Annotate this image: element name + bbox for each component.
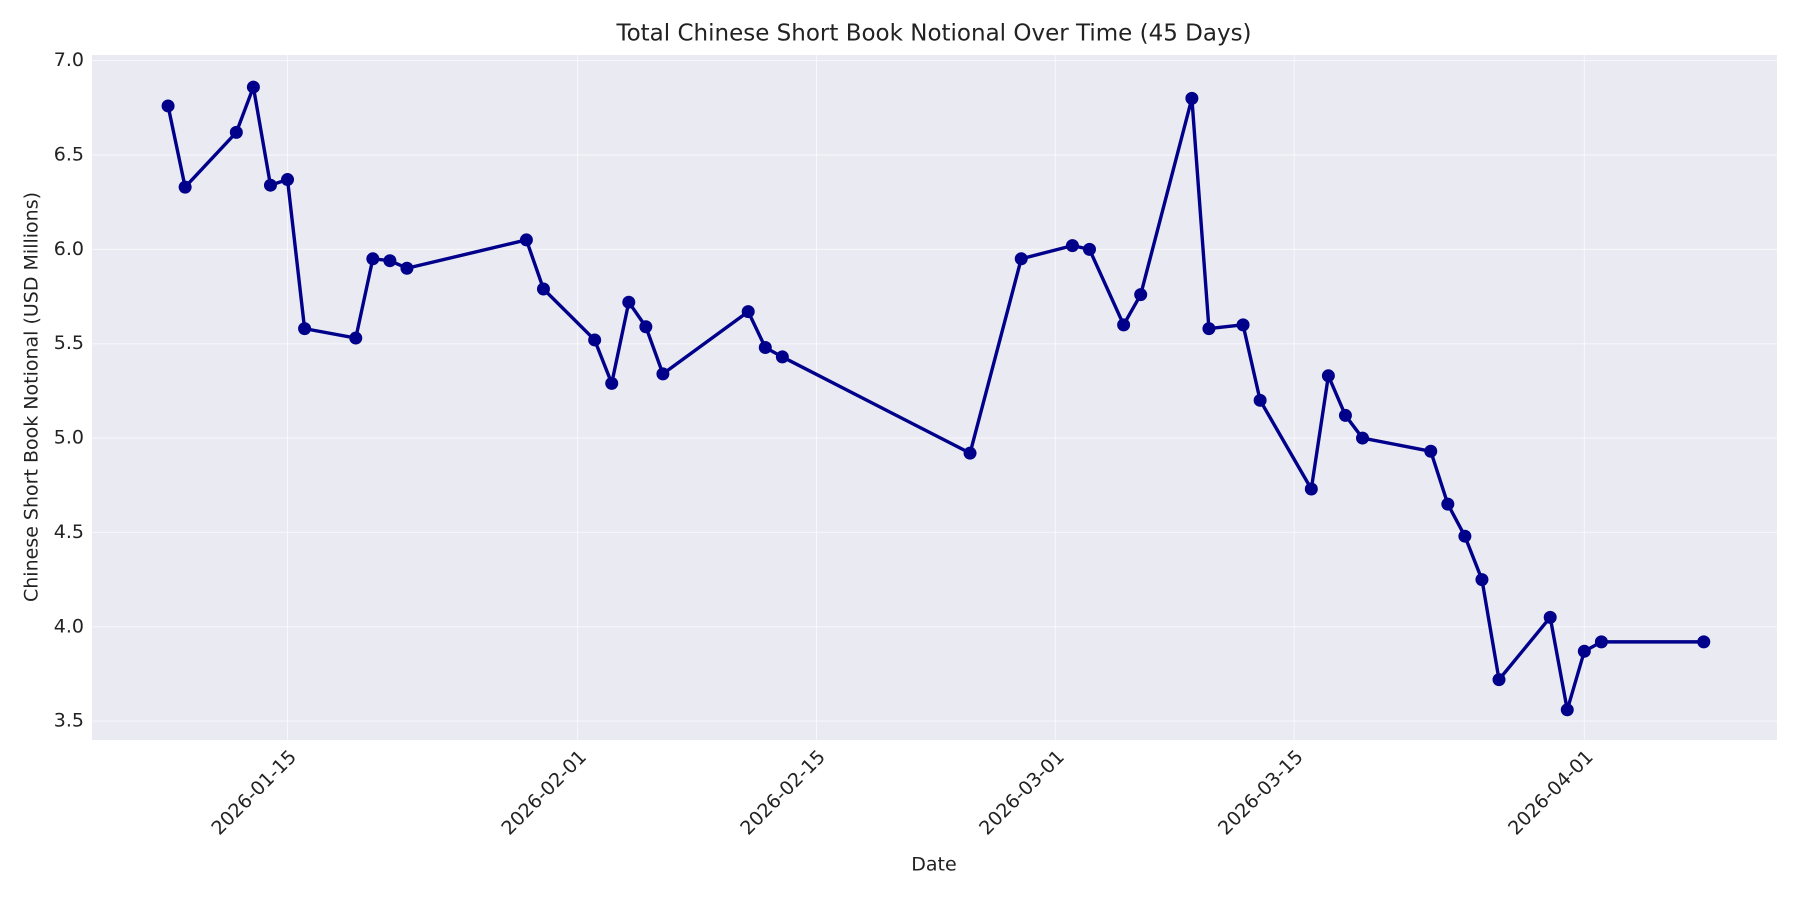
point xyxy=(758,340,772,354)
point xyxy=(1014,252,1028,266)
point xyxy=(1543,610,1557,624)
x-tick-label: 2026-04-01 xyxy=(1504,746,1598,840)
point xyxy=(1117,318,1131,332)
point xyxy=(656,367,670,381)
point xyxy=(1697,635,1711,649)
point xyxy=(1253,393,1267,407)
y-tick-label: 7.0 xyxy=(54,49,84,71)
point xyxy=(1321,369,1335,383)
point xyxy=(588,333,602,347)
point xyxy=(383,254,397,268)
x-tick-label: 2026-02-15 xyxy=(736,746,830,840)
chart-title: Total Chinese Short Book Notional Over T… xyxy=(615,21,1251,47)
point xyxy=(1356,431,1370,445)
point xyxy=(1202,322,1216,336)
point xyxy=(1185,91,1199,105)
point xyxy=(263,178,277,192)
point xyxy=(1560,703,1574,717)
y-tick-label: 5.5 xyxy=(54,332,84,354)
x-tick-label: 2026-03-01 xyxy=(975,746,1069,840)
x-tick-label: 2026-01-15 xyxy=(207,746,301,840)
point xyxy=(1441,497,1455,511)
x-tick-label: 2026-02-01 xyxy=(497,746,591,840)
point xyxy=(1424,444,1438,458)
y-tick-label: 6.5 xyxy=(54,144,84,166)
point xyxy=(1594,635,1608,649)
point xyxy=(1338,408,1352,422)
point xyxy=(605,376,619,390)
point xyxy=(1236,318,1250,332)
plot-area xyxy=(92,55,1777,740)
point xyxy=(178,180,192,194)
y-axis-label: Chinese Short Book Notional (USD Million… xyxy=(21,192,43,602)
y-tick-label: 5.0 xyxy=(54,427,84,449)
point xyxy=(161,99,175,113)
x-axis-label: Date xyxy=(911,854,956,876)
point xyxy=(741,305,755,319)
point xyxy=(298,322,312,336)
y-tick-label: 3.5 xyxy=(54,710,84,732)
point xyxy=(281,173,295,187)
point xyxy=(1492,673,1506,687)
point xyxy=(775,350,789,364)
point xyxy=(1475,573,1489,587)
point xyxy=(1082,242,1096,256)
point xyxy=(366,252,380,266)
point xyxy=(622,295,636,309)
point xyxy=(639,320,653,334)
point xyxy=(1065,239,1079,253)
point xyxy=(246,80,260,94)
point xyxy=(229,125,243,139)
point xyxy=(519,233,533,247)
point xyxy=(1458,529,1472,543)
point xyxy=(1304,482,1318,496)
y-tick-label: 4.0 xyxy=(54,615,84,637)
point xyxy=(1577,644,1591,658)
y-tick-label: 4.5 xyxy=(54,521,84,543)
y-tick-label: 6.0 xyxy=(54,238,84,260)
point xyxy=(536,282,550,296)
point xyxy=(349,331,363,345)
x-tick-label: 2026-03-15 xyxy=(1214,746,1308,840)
point xyxy=(400,261,414,275)
point xyxy=(963,446,977,460)
point xyxy=(1134,288,1148,302)
